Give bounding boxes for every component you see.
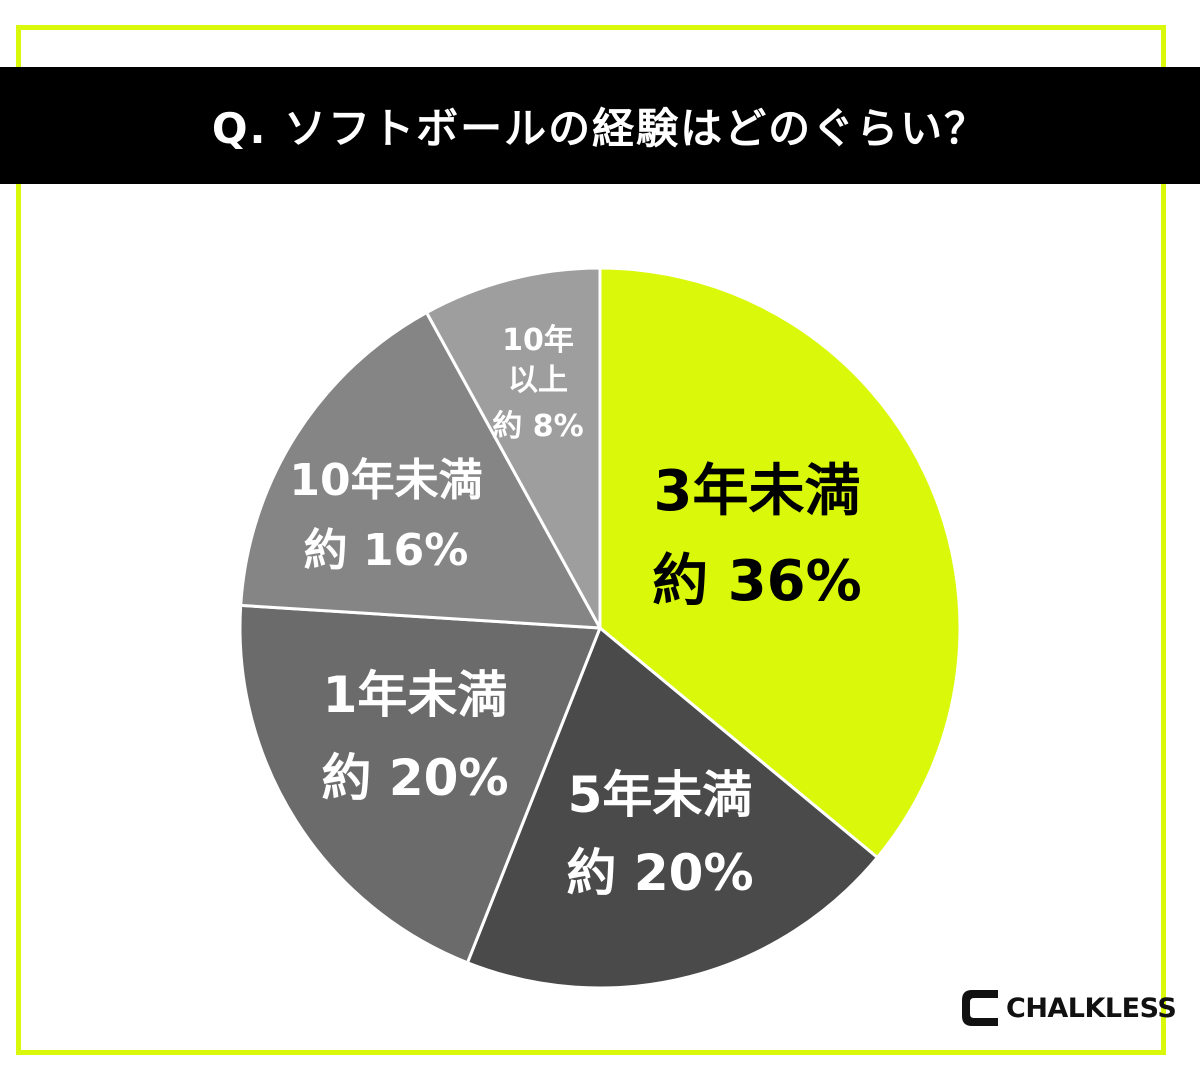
- slice-label: 以上: [508, 363, 568, 398]
- slice-value-label: 約 20%: [321, 749, 508, 807]
- slice-label: 3年未満: [654, 459, 861, 524]
- chart-frame: [16, 25, 1166, 1055]
- slice-value-label: 約 20%: [566, 844, 753, 902]
- slice-label: 10年: [502, 323, 574, 358]
- slice-value-label: 約 36%: [652, 549, 862, 614]
- chalkless-logo: CHALKLESS: [960, 986, 1177, 1030]
- logo-text: CHALKLESS: [1006, 992, 1177, 1024]
- slice-label: 5年未満: [568, 766, 753, 824]
- slice-value-label: 約 16%: [304, 525, 469, 576]
- slice-label: 1年未満: [323, 666, 508, 724]
- slice-value-label: 約 8%: [492, 409, 583, 444]
- title-bar: Q. ソフトボールの経験はどのぐらい？: [0, 67, 1200, 184]
- pie-slice: [239, 310, 603, 630]
- chalkless-logo-mark-icon: [962, 990, 998, 1026]
- pie-slice: [598, 266, 962, 860]
- slice-label: 10年未満: [289, 455, 482, 506]
- pie-slice: [238, 603, 603, 965]
- chart-title: Q. ソフトボールの経験はどのぐらい？: [211, 104, 989, 153]
- pie-slice: [465, 625, 880, 990]
- pie-slice: [424, 266, 602, 629]
